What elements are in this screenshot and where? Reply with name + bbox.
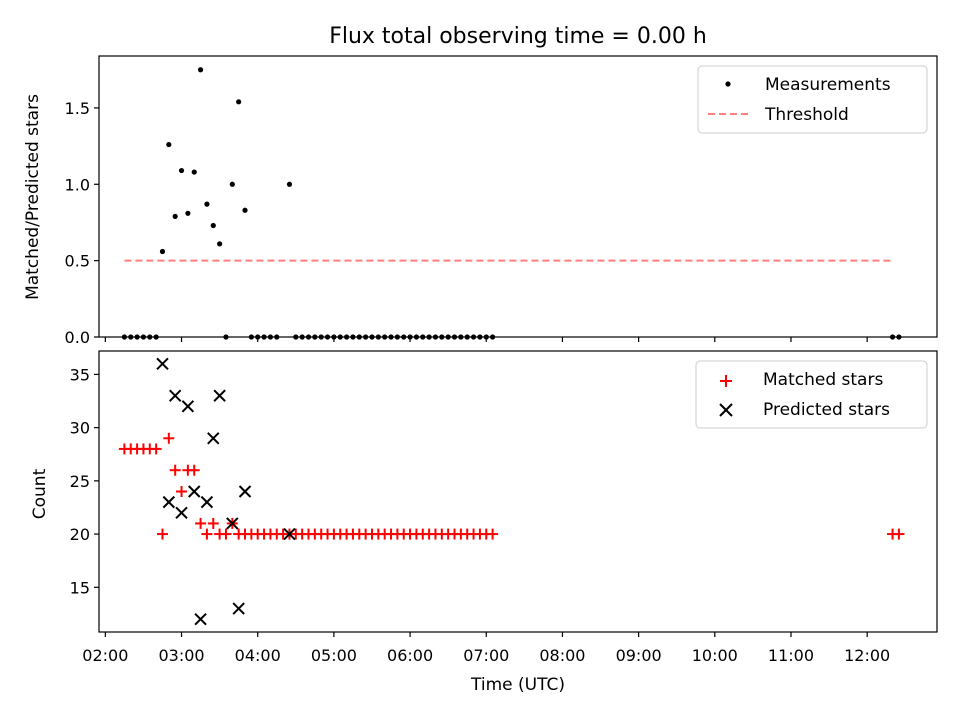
x-tick-label: 07:00 [463,646,509,665]
bottom-x-ticks: 02:00 03:00 04:00 05:00 06:00 07:00 08:00 09:00… [82,632,890,665]
bottom-y-tick-label: 35 [70,365,90,384]
matched-stars-point [207,517,219,529]
bottom-axes-frame [98,350,938,633]
bottom-y-tick-label: 15 [70,578,90,597]
matched-stars-point [220,528,232,540]
predicted-stars-point [213,389,226,402]
measurement-point [217,241,223,247]
bottom-plot-area [118,357,905,626]
measurement-point [166,141,172,148]
matched-stars-point [201,528,213,540]
top-y-tick-label: 0.5 [65,252,90,271]
predicted-stars-point [162,495,176,509]
top-plot-area [121,67,902,340]
measurement-point [236,99,242,105]
bottom-y-tick-label: 25 [70,472,90,491]
matched-stars-point [176,486,188,497]
legend-label-predicted-stars: Predicted stars [763,400,890,420]
legend-marker-matched-stars [720,375,732,387]
matched-stars-point [169,464,181,476]
predicted-stars-point [156,357,169,370]
top-y-axis-label: Matched/Predicted stars [23,94,43,300]
x-tick-label: 06:00 [387,646,433,665]
predicted-stars-point [194,613,207,626]
matched-stars-point [163,432,175,444]
bottom-panel: 15 20 25 30 35 02:00 03:00 04:00 05:00 06:00 07:0… [30,350,938,695]
x-tick-label: 10:00 [692,646,738,665]
bottom-series-matched-stars [118,432,905,540]
predicted-stars-point [283,527,296,541]
x-tick-label: 04:00 [235,646,281,665]
measurement-point [159,248,166,255]
top-panel: 0.0 0.5 1.0 1.5 Matched/Predicted stars Mea… [23,55,938,347]
measurement-point [185,210,191,216]
measurement-point [197,67,204,73]
x-tick-label: 02:00 [82,646,128,665]
predicted-stars-point [200,495,214,509]
top-x-ticks [104,337,868,342]
legend-label-matched-stars: Matched stars [763,370,883,390]
legend-label-measurements: Measurements [765,75,891,95]
x-tick-label: 09:00 [616,646,662,665]
matched-stars-point [188,464,200,476]
legend-marker-predicted-stars [719,403,733,417]
predicted-stars-point [188,485,201,498]
measurement-point [191,169,197,175]
figure-title: Flux total observing time = 0.00 h [329,24,707,49]
predicted-stars-point [226,517,239,530]
predicted-stars-point [181,400,195,413]
measurement-point [286,181,293,187]
bottom-series-predicted-stars [156,357,296,626]
matched-stars-point [893,528,905,540]
measurement-point [229,181,235,187]
legend-label-threshold: Threshold [764,105,849,125]
bottom-y-tick-label: 20 [70,525,90,544]
predicted-stars-point [232,602,245,615]
measurement-point [172,213,178,219]
top-y-tick-label: 1.0 [65,175,90,194]
matched-stars-point [487,528,499,540]
x-tick-label: 03:00 [158,646,204,665]
measurement-point [242,207,248,213]
predicted-stars-point [207,432,220,445]
measurement-point [178,167,185,174]
measurement-point [210,222,216,229]
predicted-stars-point [175,506,188,519]
top-legend: Measurements Threshold [697,65,928,134]
top-y-tick-label: 0.0 [65,328,90,347]
predicted-stars-point [168,389,182,402]
x-axis-label: Time (UTC) [470,675,565,695]
legend-marker-measurements [725,81,731,87]
x-tick-label: 11:00 [768,646,814,665]
bottom-y-ticks: 15 20 25 30 35 [70,365,99,597]
x-tick-label: 05:00 [311,646,357,665]
matched-stars-point [195,517,207,529]
top-series-measurements [121,67,902,340]
top-y-ticks: 0.0 0.5 1.0 1.5 [65,99,99,347]
predicted-stars-point [238,485,252,498]
bottom-legend: Matched stars Predicted stars [695,360,928,429]
matched-stars-point [156,528,168,540]
matched-stars-point [150,443,162,455]
bottom-legend-box [695,360,928,429]
top-y-tick-label: 1.5 [65,99,90,118]
bottom-y-axis-label: Count [30,468,50,519]
measurement-point [204,201,210,207]
bottom-y-tick-label: 30 [70,419,90,438]
x-tick-label: 08:00 [539,646,585,665]
top-axes-frame [98,55,938,338]
x-tick-label: 12:00 [844,646,890,665]
top-legend-box [697,65,928,134]
